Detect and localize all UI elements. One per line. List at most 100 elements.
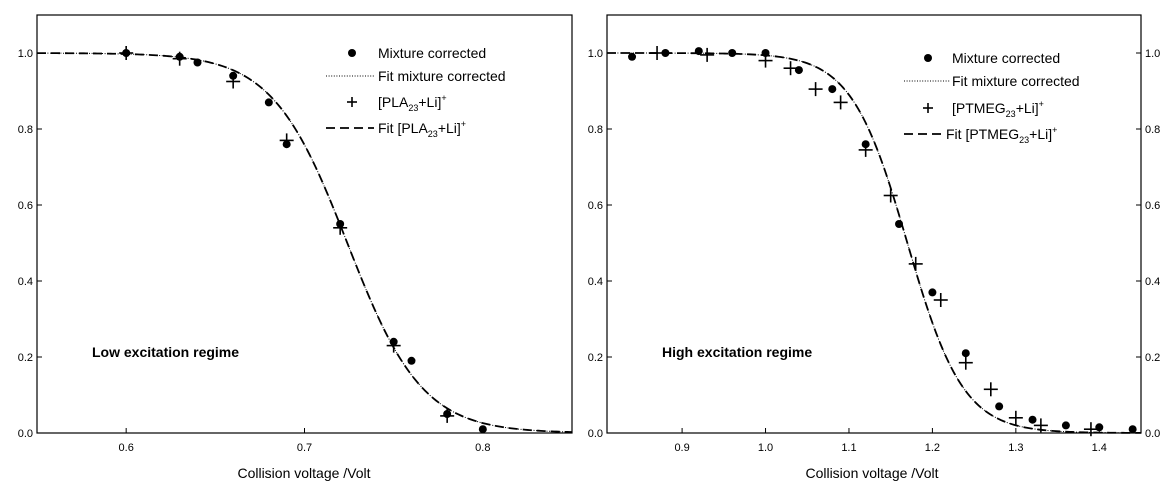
y-tick-label: 0.8 bbox=[18, 124, 33, 136]
data-point-plus bbox=[883, 188, 898, 203]
fit-polymer-curve bbox=[37, 52, 573, 433]
data-point-dot bbox=[661, 49, 670, 57]
legend-label-polymer: [PTMEG23+Li]+ bbox=[952, 99, 1044, 119]
data-point-dot bbox=[264, 98, 273, 107]
legend-label-fit-polymer-rest: +Li] bbox=[1029, 126, 1052, 142]
data-point-dot bbox=[995, 402, 1004, 411]
data-point-dot bbox=[1128, 425, 1137, 434]
y-tick-label-right: 1.0 bbox=[1145, 48, 1160, 60]
data-point-dot bbox=[928, 288, 937, 297]
data-point-dot bbox=[628, 52, 637, 61]
plot-frame bbox=[606, 14, 1142, 434]
legend-label-polymer: [PLA23+Li]+ bbox=[378, 93, 447, 113]
legend-label-fit-polymer-main: Fit [PTMEG bbox=[946, 126, 1019, 142]
data-point-dot bbox=[794, 66, 803, 75]
data-point-plus bbox=[833, 95, 848, 110]
y-tick-label: 1.0 bbox=[18, 48, 33, 60]
y-tick-label: 0.4 bbox=[588, 276, 603, 288]
y-tick-label: 0.2 bbox=[18, 352, 33, 364]
high-excitation-panel: 0.0 0.0 0.2 0.2 0.4 0.4 0.6 0.6 0.8 0.8 1.0 1.0 0.9… bbox=[588, 14, 1161, 481]
data-point-dot bbox=[407, 356, 416, 365]
legend-label-polymer-sup: + bbox=[441, 93, 446, 103]
data-point-plus bbox=[783, 61, 798, 76]
data-point-plus bbox=[758, 53, 773, 68]
fit-mixture-curve bbox=[607, 52, 1142, 434]
legend-label-polymer-sub: 23 bbox=[1006, 109, 1016, 119]
data-point-dot bbox=[961, 349, 970, 358]
data-point-dot bbox=[761, 49, 770, 57]
x-tick-label: 0.6 bbox=[119, 442, 134, 454]
data-points bbox=[628, 46, 1137, 437]
x-axis-label: Collision voltage /Volt bbox=[805, 465, 938, 481]
x-axis-ticks: 0.9 1.0 1.1 1.2 1.3 1.4 bbox=[674, 428, 1107, 454]
data-point-dot bbox=[728, 49, 737, 57]
data-point-plus bbox=[958, 355, 973, 370]
y-tick-label-right: 0.2 bbox=[1145, 352, 1160, 364]
y-tick-label: 0.6 bbox=[588, 200, 603, 212]
legend-label-fit-polymer-main: Fit [PLA bbox=[378, 120, 428, 136]
data-point-plus bbox=[650, 46, 665, 60]
data-point-dot bbox=[895, 220, 904, 228]
data-point-dot bbox=[193, 58, 202, 67]
x-tick-label: 1.1 bbox=[841, 442, 856, 454]
y-tick-label-right: 0.0 bbox=[1145, 428, 1160, 440]
x-tick-label: 1.3 bbox=[1008, 442, 1023, 454]
x-tick-label: 0.8 bbox=[475, 442, 490, 454]
legend-plus-marker bbox=[923, 103, 933, 113]
legend-label-fit-polymer-rest: +Li] bbox=[438, 120, 461, 136]
legend-label-fit-polymer: Fit [PLA23+Li]+ bbox=[378, 119, 466, 139]
legend-label-fit-polymer-sub: 23 bbox=[1019, 135, 1029, 145]
legend: Mixture corrected Fit mixture corrected … bbox=[904, 50, 1080, 145]
legend-label-mixture: Mixture corrected bbox=[952, 50, 1060, 66]
y-axis-ticks: 0.0 0.2 0.4 0.6 0.8 1.0 bbox=[18, 48, 42, 440]
data-point-plus bbox=[386, 338, 401, 353]
y-tick-label: 0.0 bbox=[588, 428, 603, 440]
legend-label-polymer-sup: + bbox=[1039, 99, 1044, 109]
data-point-dot bbox=[1028, 415, 1037, 424]
legend-label-polymer-rest: +Li] bbox=[418, 94, 441, 110]
y-tick-label: 0.4 bbox=[18, 276, 33, 288]
y-tick-label: 0.6 bbox=[18, 200, 33, 212]
data-point-plus bbox=[333, 220, 348, 235]
fit-mixture-curve bbox=[37, 52, 573, 433]
data-point-plus bbox=[1033, 418, 1048, 433]
data-point-plus bbox=[226, 74, 241, 89]
legend-label-polymer-rest: +Li] bbox=[1016, 100, 1039, 116]
data-point-plus bbox=[1008, 410, 1023, 425]
legend-label-fit-polymer-sup: + bbox=[461, 119, 466, 129]
x-tick-label: 1.4 bbox=[1092, 442, 1107, 454]
legend: Mixture corrected Fit mixture corrected … bbox=[326, 45, 506, 139]
y-tick-label-right: 0.6 bbox=[1145, 200, 1160, 212]
y-axis-ticks: 0.0 0.0 0.2 0.2 0.4 0.4 0.6 0.6 0.8 0.8 1.0 1.0 bbox=[588, 48, 1161, 440]
data-point-dot bbox=[478, 425, 487, 434]
data-point-plus bbox=[440, 408, 455, 423]
regime-annotation: Low excitation regime bbox=[92, 344, 239, 360]
data-point-plus bbox=[808, 82, 823, 97]
y-tick-label: 0.0 bbox=[18, 428, 33, 440]
legend-dot-marker bbox=[348, 49, 356, 57]
data-point-plus bbox=[172, 51, 187, 66]
legend-label-polymer-main: [PLA bbox=[378, 94, 409, 110]
y-tick-label-right: 0.4 bbox=[1145, 276, 1160, 288]
y-tick-label: 0.8 bbox=[588, 124, 603, 136]
x-tick-label: 1.2 bbox=[925, 442, 940, 454]
x-axis-ticks: 0.6 0.7 0.8 bbox=[119, 428, 490, 454]
data-point-plus bbox=[1083, 422, 1098, 437]
legend-label-polymer-main: [PTMEG bbox=[952, 100, 1006, 116]
data-point-dot bbox=[1061, 421, 1070, 430]
data-point-dot bbox=[1095, 423, 1104, 432]
x-tick-label: 1.0 bbox=[758, 442, 773, 454]
x-tick-label: 0.7 bbox=[297, 442, 312, 454]
low-excitation-panel: 0.0 0.2 0.4 0.6 0.8 1.0 0.6 0.7 0.8 Low excitat… bbox=[18, 14, 573, 481]
legend-label-fit-polymer-sup: + bbox=[1052, 125, 1057, 135]
legend-label-fit-mixture: Fit mixture corrected bbox=[952, 73, 1080, 89]
legend-plus-marker bbox=[347, 97, 357, 107]
data-point-dot bbox=[694, 47, 703, 56]
x-axis-label: Collision voltage /Volt bbox=[237, 465, 370, 481]
data-point-plus bbox=[119, 46, 134, 60]
data-points bbox=[119, 46, 487, 434]
y-tick-label: 0.2 bbox=[588, 352, 603, 364]
fit-polymer-curve bbox=[607, 52, 1142, 434]
data-point-plus bbox=[908, 256, 923, 271]
data-point-plus bbox=[983, 382, 998, 397]
